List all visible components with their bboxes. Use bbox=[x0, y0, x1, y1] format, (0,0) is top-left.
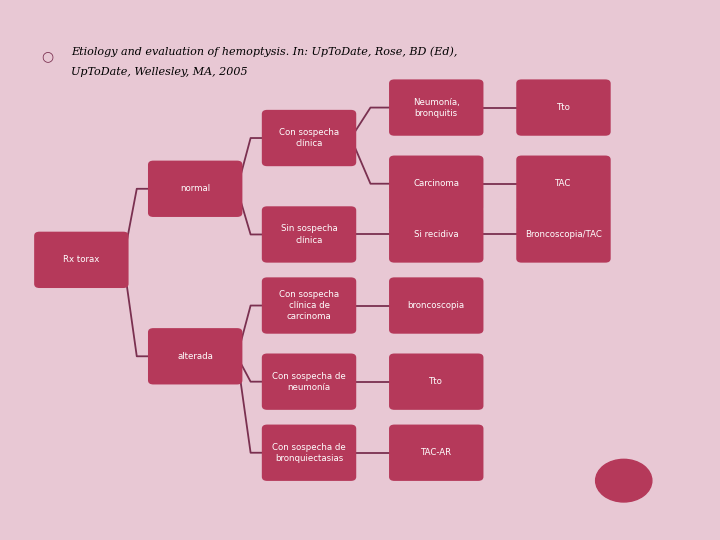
FancyBboxPatch shape bbox=[262, 206, 356, 262]
FancyBboxPatch shape bbox=[516, 79, 611, 136]
Text: ○: ○ bbox=[41, 49, 53, 63]
FancyBboxPatch shape bbox=[262, 278, 356, 334]
Text: Con sospecha
clínica: Con sospecha clínica bbox=[279, 128, 339, 148]
Text: TAC: TAC bbox=[555, 179, 572, 188]
Text: Carcinoma: Carcinoma bbox=[413, 179, 459, 188]
FancyBboxPatch shape bbox=[262, 110, 356, 166]
FancyBboxPatch shape bbox=[516, 156, 611, 212]
Text: Rx torax: Rx torax bbox=[63, 255, 99, 265]
FancyBboxPatch shape bbox=[148, 328, 243, 384]
FancyBboxPatch shape bbox=[389, 354, 483, 410]
FancyBboxPatch shape bbox=[389, 278, 483, 334]
Text: broncoscopia: broncoscopia bbox=[408, 301, 465, 310]
Text: Tto: Tto bbox=[557, 103, 570, 112]
Text: normal: normal bbox=[180, 184, 210, 193]
Text: Etiology and evaluation of hemoptysis. In: UpToDate, Rose, BD (Ed),: Etiology and evaluation of hemoptysis. I… bbox=[71, 46, 458, 57]
Text: alterada: alterada bbox=[177, 352, 213, 361]
FancyBboxPatch shape bbox=[262, 354, 356, 410]
Text: Si recidiva: Si recidiva bbox=[414, 230, 459, 239]
Text: Sin sospecha
clínica: Sin sospecha clínica bbox=[281, 225, 338, 245]
Text: Con sospecha de
neumonía: Con sospecha de neumonía bbox=[272, 372, 346, 392]
FancyBboxPatch shape bbox=[389, 424, 483, 481]
FancyBboxPatch shape bbox=[262, 424, 356, 481]
Text: Broncoscopia/TAC: Broncoscopia/TAC bbox=[525, 230, 602, 239]
Text: Neumonía,
bronquitis: Neumonía, bronquitis bbox=[413, 98, 459, 118]
FancyBboxPatch shape bbox=[389, 79, 483, 136]
Text: Con sospecha de
bronquiectasias: Con sospecha de bronquiectasias bbox=[272, 443, 346, 463]
FancyBboxPatch shape bbox=[148, 160, 243, 217]
FancyBboxPatch shape bbox=[516, 206, 611, 262]
Circle shape bbox=[595, 460, 652, 502]
Text: Tto: Tto bbox=[429, 377, 444, 386]
Text: TAC-AR: TAC-AR bbox=[420, 448, 452, 457]
FancyBboxPatch shape bbox=[34, 232, 129, 288]
Text: UpToDate, Wellesley, MA, 2005: UpToDate, Wellesley, MA, 2005 bbox=[71, 67, 248, 77]
FancyBboxPatch shape bbox=[389, 206, 483, 262]
Text: Con sospecha
clínica de
carcinoma: Con sospecha clínica de carcinoma bbox=[279, 290, 339, 321]
FancyBboxPatch shape bbox=[389, 156, 483, 212]
